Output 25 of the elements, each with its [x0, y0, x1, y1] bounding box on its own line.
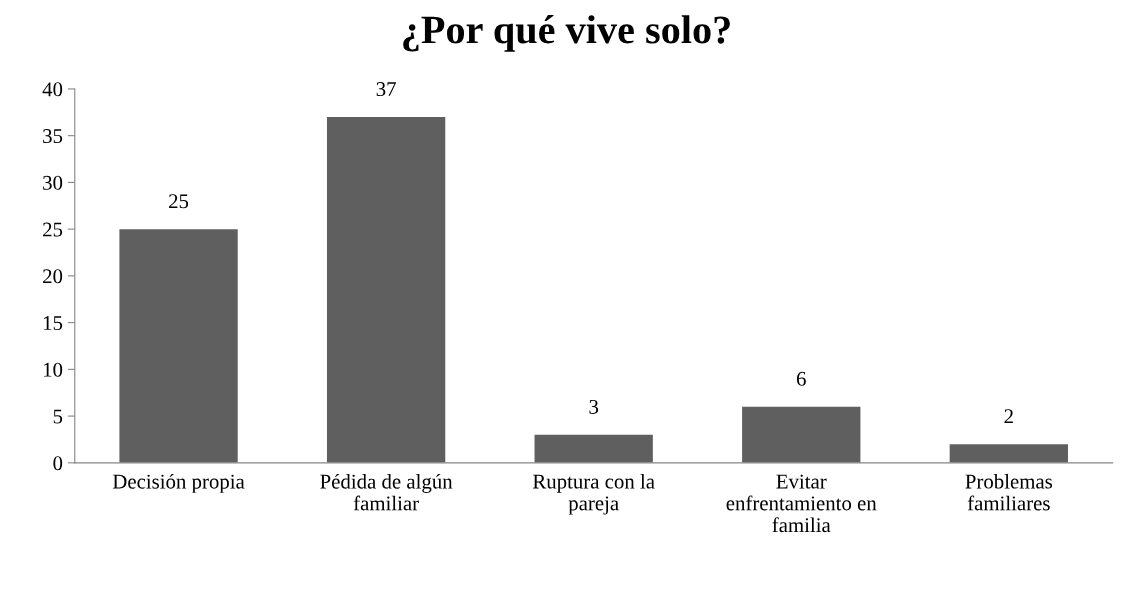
bar — [742, 406, 861, 463]
data-label: 2 — [1004, 409, 1013, 424]
x-tick-label: Decisión propia — [112, 473, 245, 493]
y-tick-label: 25 — [43, 222, 63, 237]
bar — [534, 434, 653, 463]
y-tick-label: 10 — [43, 362, 63, 377]
bar — [949, 444, 1068, 463]
y-tick-label: 30 — [43, 175, 63, 190]
data-label: 3 — [589, 399, 599, 414]
y-tick-label: 20 — [43, 269, 63, 284]
x-tick-label: Ruptura con la pareja — [532, 473, 655, 515]
y-tick-label: 40 — [42, 82, 63, 97]
y-tick-label: 35 — [43, 129, 63, 144]
x-tick-label: Pédida de algún familiar — [320, 473, 453, 511]
bar — [326, 116, 446, 463]
chart-title: ¿Por qué vive solo? — [403, 15, 730, 52]
x-tick-label: Problemas familiares — [965, 473, 1053, 511]
y-tick-label: 15 — [43, 316, 63, 331]
data-label: 25 — [169, 194, 189, 209]
data-label: 6 — [796, 371, 806, 386]
y-tick-label: 5 — [53, 409, 63, 424]
bar — [119, 229, 238, 463]
y-tick-label: 0 — [53, 456, 63, 471]
data-label: 37 — [376, 82, 396, 97]
x-tick-label: Evitar enfrentamiento en familia — [726, 474, 877, 533]
